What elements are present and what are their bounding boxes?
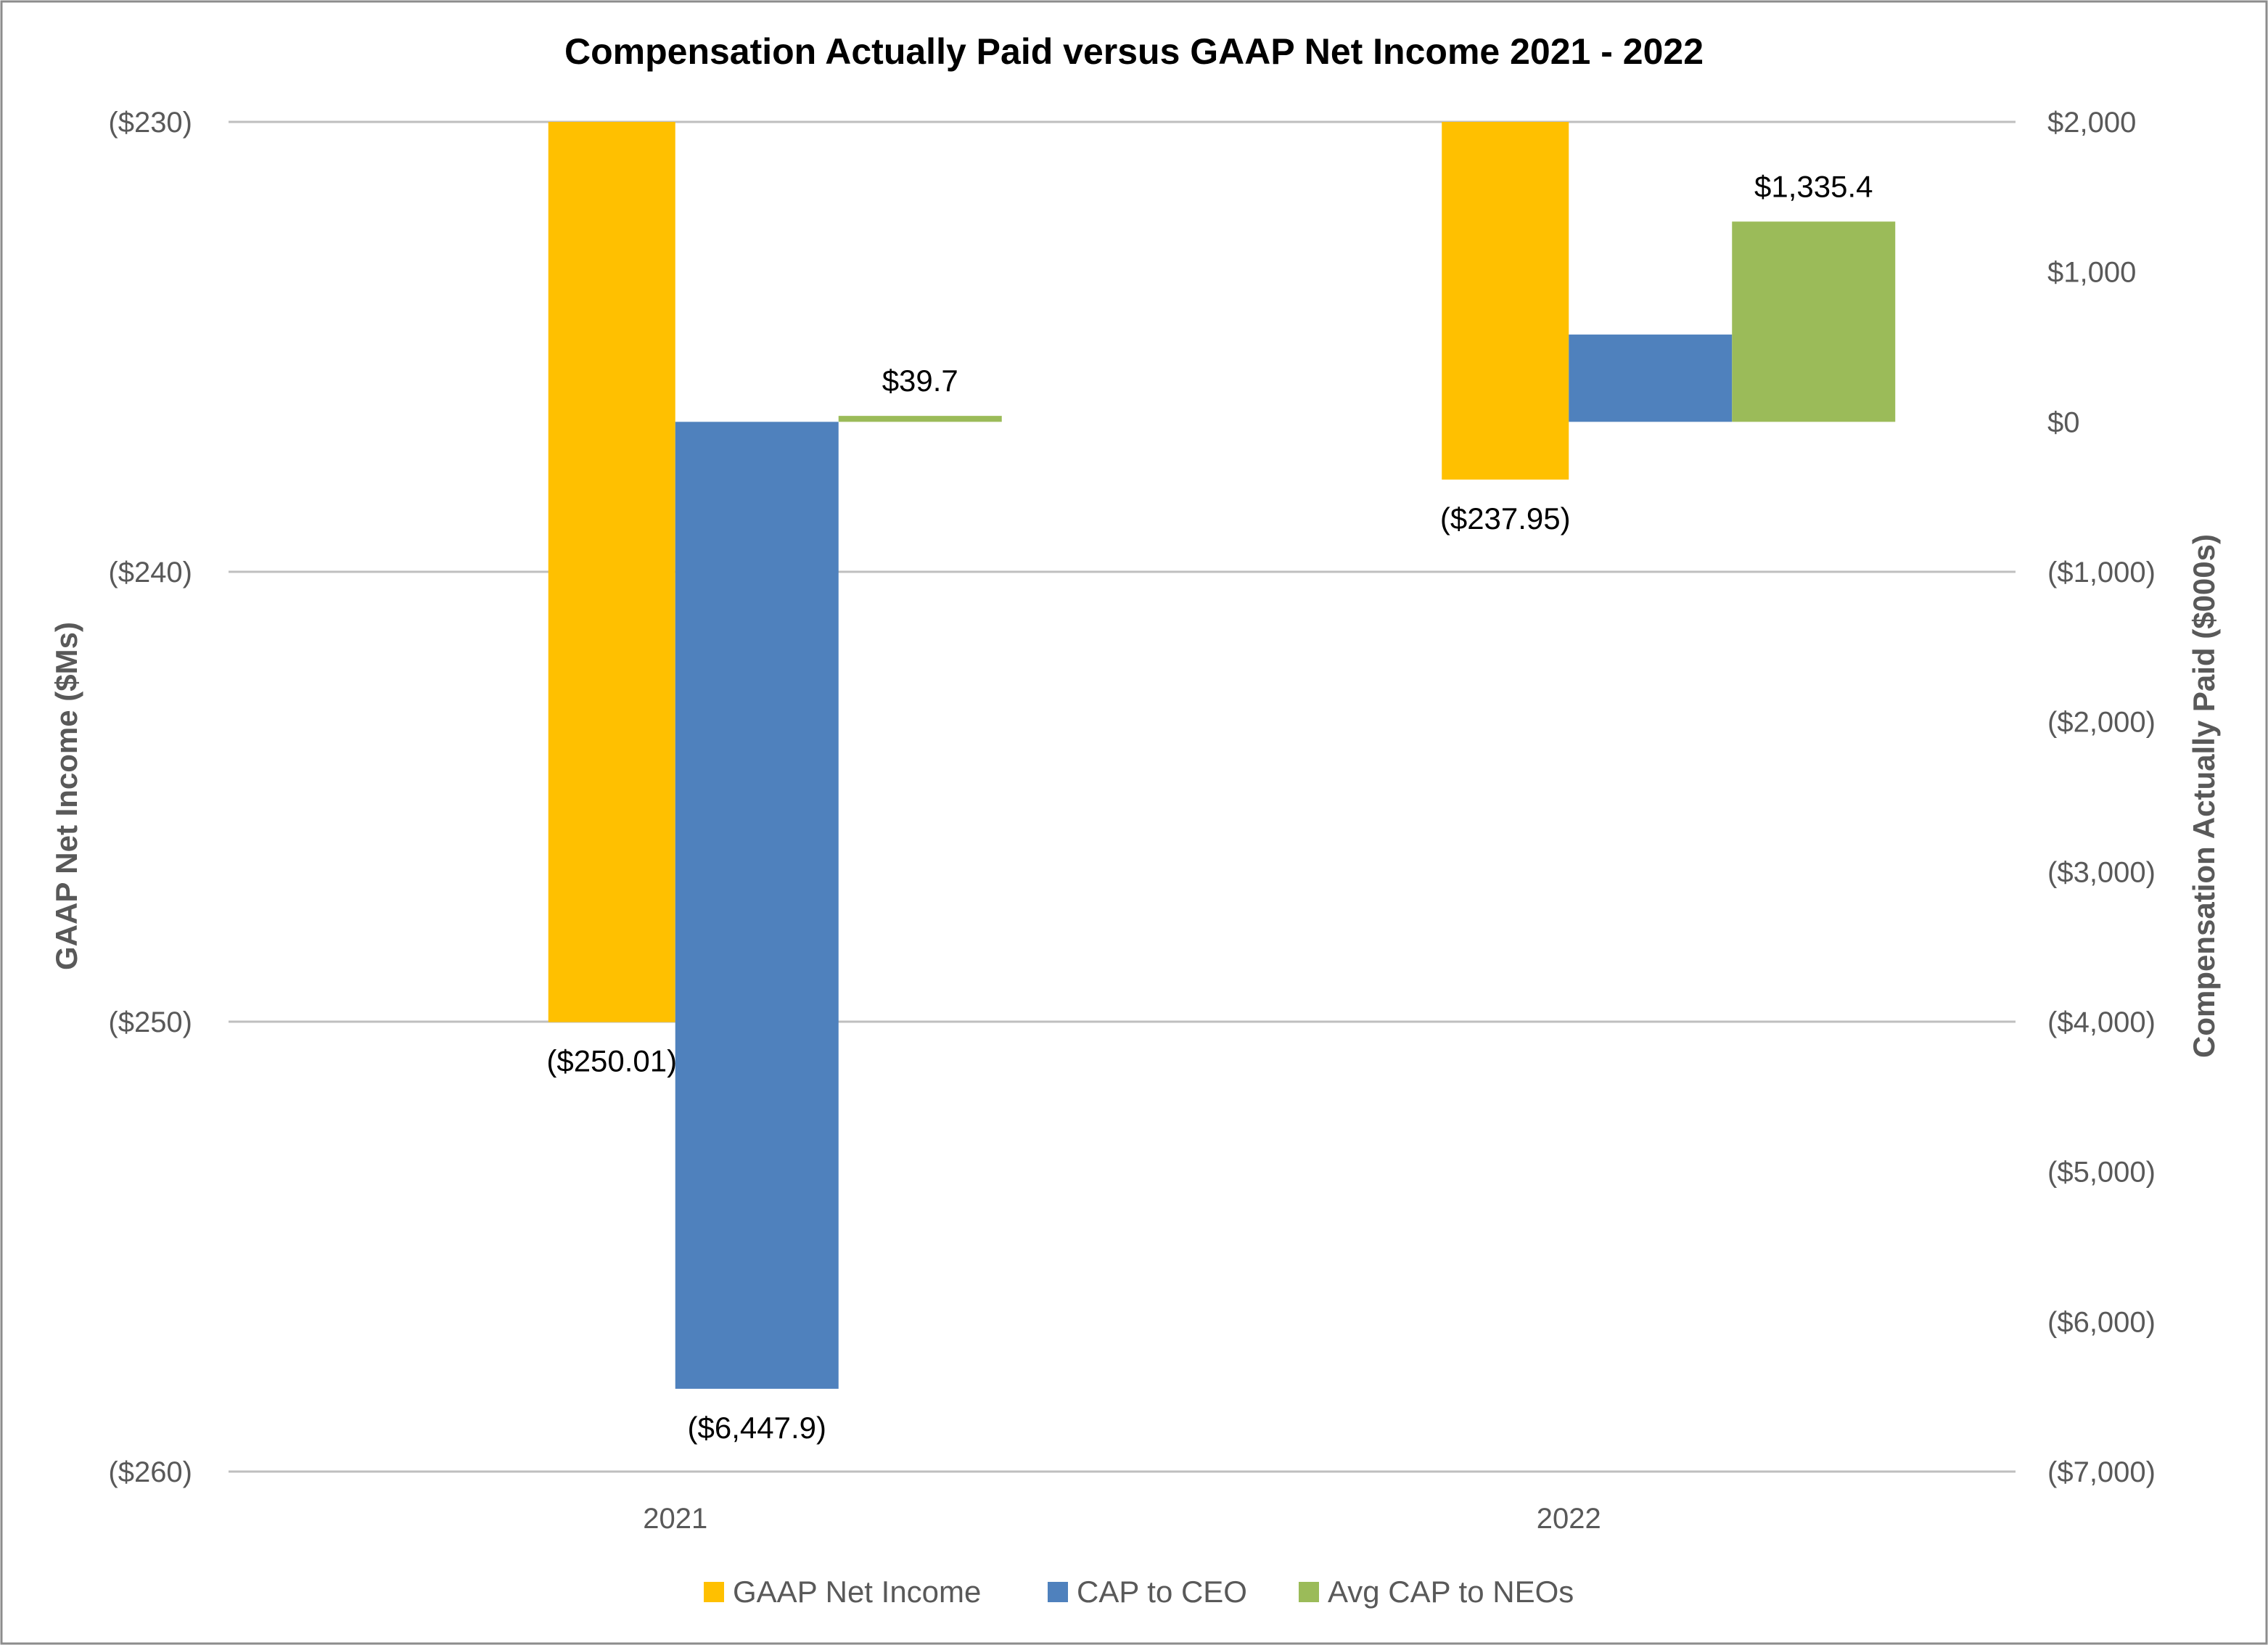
bar-avg-cap-to-neos-2022 [1732,221,1896,422]
legend-swatch [704,1582,724,1602]
left-tick-label: ($240) [108,557,192,588]
bar-cap-to-ceo-2021 [675,422,839,1389]
legend-label: GAAP Net Income [733,1575,981,1609]
bar-avg-cap-to-neos-2021 [838,416,1002,422]
right-tick-label: ($4,000) [2047,1006,2156,1038]
right-tick-label: ($6,000) [2047,1306,2156,1338]
legend-label: Avg CAP to NEOs [1328,1575,1574,1609]
x-tick-label: 2022 [1537,1503,1601,1535]
legend-swatch [1048,1582,1068,1602]
right-tick-label: $2,000 [2047,107,2136,139]
legend-item: Avg CAP to NEOs [1299,1575,1574,1609]
data-labels: ($250.01) ($237.95) ($6,447.9) $39.7 $1,335.… [546,169,1873,1445]
bar-gaap-net-income-2022 [1442,122,1569,480]
right-tick-label: ($7,000) [2047,1456,2156,1488]
data-label: $1,335.4 [1754,169,1873,203]
legend-label: CAP to CEO [1077,1575,1247,1609]
right-tick-label: ($3,000) [2047,856,2156,888]
right-tick-label: $0 [2047,406,2080,438]
gridlines [229,120,2016,1473]
tick-labels: ($230) ($240) ($250) ($260) $2,000 $1,000 $0 ($… [108,107,2156,1535]
bar-gaap-net-income-2021 [548,122,675,1022]
legend-item: CAP to CEO [1048,1575,1247,1609]
data-label: ($250.01) [546,1044,677,1078]
x-tick-label: 2021 [643,1503,707,1535]
right-tick-label: ($1,000) [2047,557,2156,588]
chart-title: Compensation Actually Paid versus GAAP N… [564,31,1704,72]
right-tick-label: $1,000 [2047,257,2136,289]
data-label: ($6,447.9) [688,1411,826,1445]
bars [548,122,1896,1389]
right-tick-label: ($2,000) [2047,707,2156,739]
data-label: ($237.95) [1440,501,1571,536]
legend-item: GAAP Net Income [704,1575,981,1609]
bar-cap-to-ceo-2022 [1569,335,1733,422]
right-tick-label: ($5,000) [2047,1157,2156,1189]
left-axis-title: GAAP Net Income ($Ms) [49,622,83,970]
right-axis-title: Compensation Actually Paid ($000s) [2187,534,2221,1058]
legend-swatch [1299,1582,1319,1602]
left-tick-label: ($260) [108,1456,192,1488]
legend: GAAP Net Income CAP to CEO Avg CAP to NEOs [704,1575,1574,1609]
left-tick-label: ($250) [108,1006,192,1038]
data-label: $39.7 [882,364,958,398]
left-tick-label: ($230) [108,107,192,139]
